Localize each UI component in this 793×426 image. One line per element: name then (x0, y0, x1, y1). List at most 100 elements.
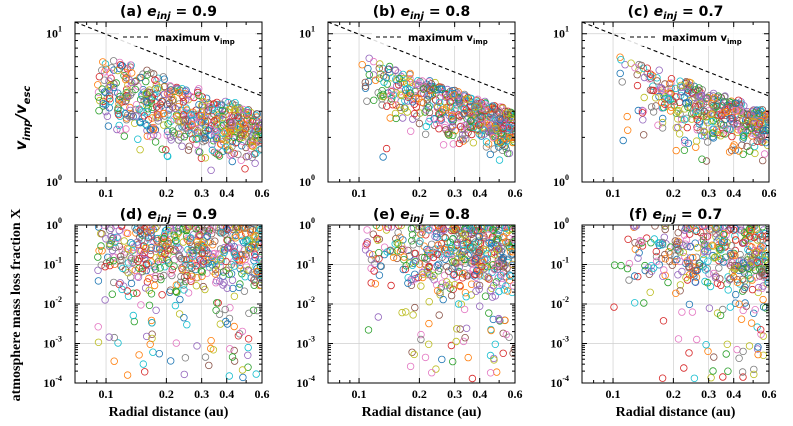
data-point (447, 291, 456, 300)
data-point (188, 121, 196, 129)
data-point (495, 316, 504, 324)
data-point (127, 69, 136, 77)
data-point (238, 366, 247, 374)
data-point (453, 238, 462, 247)
data-point (409, 115, 417, 123)
data-point (408, 98, 417, 106)
data-point (251, 231, 259, 240)
data-point (747, 275, 755, 283)
data-point (103, 112, 112, 120)
data-point (371, 280, 380, 288)
data-point (211, 237, 219, 245)
data-point (100, 76, 108, 84)
data-point (631, 299, 639, 307)
data-point (202, 234, 210, 242)
data-point (391, 109, 400, 118)
x-tick-label: 0.3 (194, 186, 209, 200)
data-point (244, 343, 252, 352)
data-point (246, 228, 255, 236)
data-point (472, 259, 480, 267)
data-point (684, 103, 692, 111)
data-point (251, 134, 260, 142)
data-point (213, 299, 221, 307)
data-point (627, 59, 635, 67)
data-point (203, 227, 211, 235)
data-point (249, 225, 257, 234)
data-point (721, 111, 730, 119)
data-point (148, 114, 156, 122)
data-point (748, 132, 756, 140)
data-point (709, 101, 717, 110)
data-point (743, 142, 751, 151)
data-point (387, 225, 396, 231)
data-point (107, 64, 116, 72)
data-point (443, 238, 452, 246)
data-point (126, 61, 135, 69)
x-tick-label: 0.3 (701, 387, 716, 401)
x-tick-label: 0.1 (352, 387, 367, 401)
data-point (136, 226, 144, 234)
data-point (164, 120, 172, 128)
data-point (431, 232, 439, 241)
data-point (193, 342, 201, 350)
data-point (664, 278, 672, 287)
data-point (123, 287, 131, 295)
y-tick-label: 10-4 (550, 374, 569, 390)
data-point (468, 374, 477, 383)
data-point (749, 107, 758, 116)
data-point (167, 136, 175, 144)
data-point (702, 341, 710, 349)
data-point (226, 304, 234, 312)
data-point (98, 230, 106, 238)
data-point (419, 273, 427, 282)
data-point (250, 275, 259, 284)
data-point (735, 354, 743, 362)
data-point (208, 261, 216, 269)
data-point (425, 108, 434, 117)
data-point (247, 144, 255, 153)
data-point (182, 124, 190, 132)
data-point (123, 371, 132, 379)
data-point (462, 324, 471, 332)
data-point (132, 112, 140, 120)
data-point (724, 367, 732, 375)
data-point (142, 332, 151, 341)
data-point (146, 340, 154, 348)
data-point (436, 288, 444, 297)
data-point (757, 326, 765, 334)
data-point (495, 314, 503, 323)
data-point (676, 77, 684, 85)
data-point (433, 261, 441, 270)
data-point (465, 120, 474, 129)
data-point (126, 91, 134, 99)
data-point (654, 121, 662, 129)
data-point (208, 105, 217, 114)
data-point (419, 85, 428, 93)
data-point (149, 70, 158, 78)
data-point (442, 93, 450, 102)
data-point (731, 261, 739, 270)
data-point (452, 259, 460, 267)
x-tick-label: 0.3 (447, 186, 462, 200)
data-point (458, 247, 466, 256)
data-point (618, 78, 626, 86)
data-point (665, 79, 674, 88)
data-point (504, 115, 512, 123)
data-point (140, 249, 149, 258)
data-point (745, 342, 754, 350)
data-point (699, 232, 708, 241)
data-point (425, 340, 433, 348)
data-point (182, 86, 190, 94)
data-point (685, 300, 694, 309)
data-point (137, 225, 145, 230)
data-point (653, 77, 661, 85)
data-point (159, 121, 168, 129)
data-point (661, 271, 669, 280)
x-tick-label: 0.2 (666, 186, 681, 200)
data-point (616, 69, 624, 78)
data-point (188, 264, 196, 272)
data-point (237, 130, 245, 139)
data-point (379, 92, 387, 101)
data-point (753, 258, 761, 266)
data-point (228, 276, 237, 284)
